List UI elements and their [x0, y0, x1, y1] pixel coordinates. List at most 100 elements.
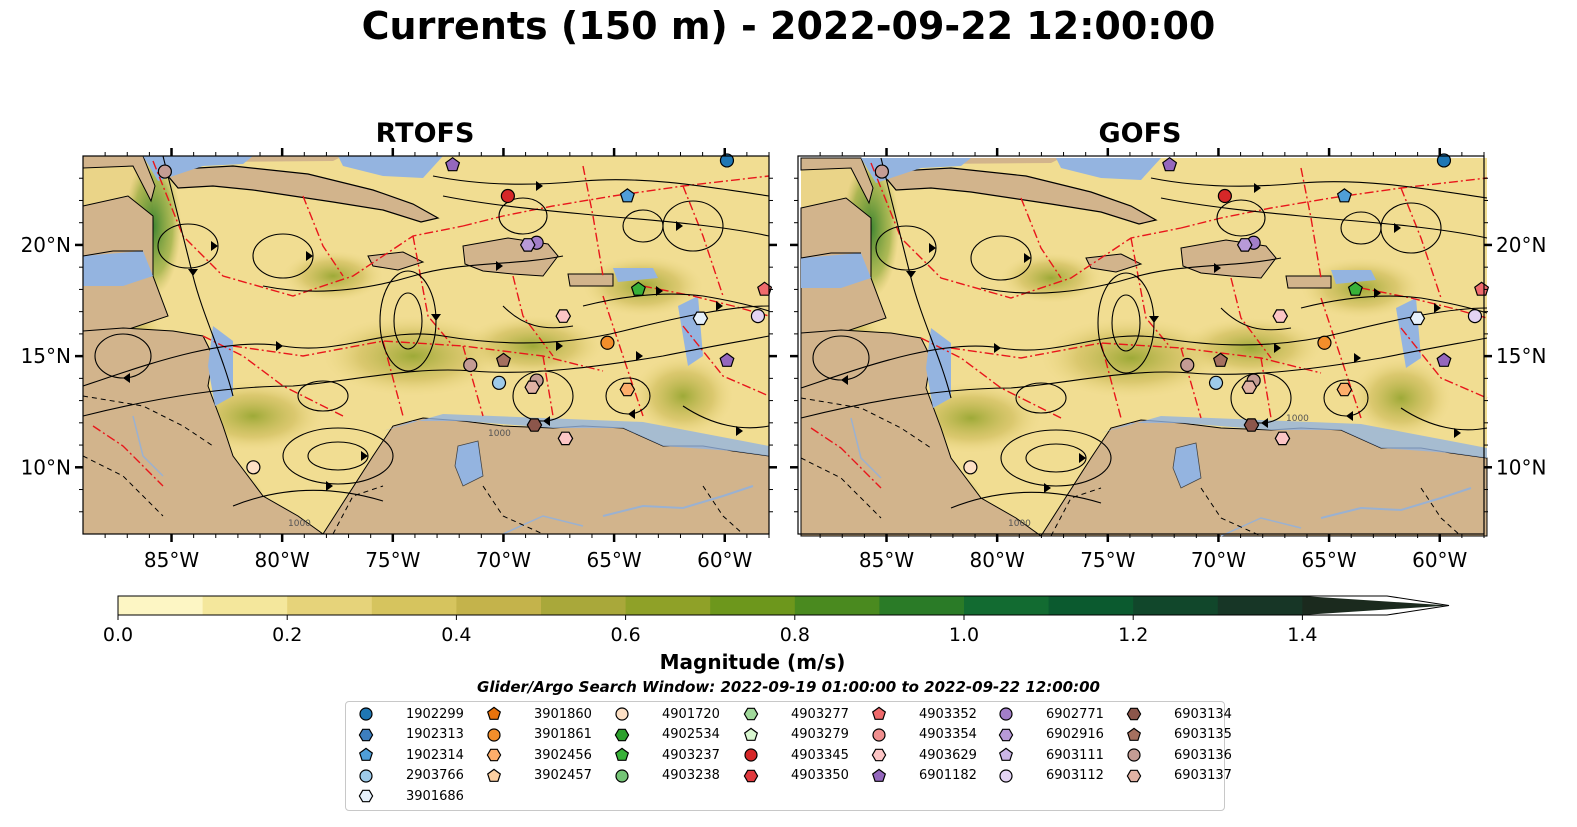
hexagon-marker-icon [743, 769, 759, 783]
legend-label: 6903136 [1174, 747, 1232, 763]
colorbar-segment [879, 596, 965, 615]
pentagon-marker-icon [743, 727, 759, 741]
legend-marker [871, 748, 887, 762]
colorbar-tick-label: 1.4 [1287, 624, 1317, 643]
hexagon-marker-icon [486, 748, 502, 762]
colorbar-segment [1133, 596, 1219, 615]
legend-marker [1126, 727, 1142, 741]
colorbar-segment [118, 596, 204, 615]
colorbar-tick-label: 1.2 [1118, 624, 1148, 643]
lon-tick-label: 80°W [255, 548, 310, 572]
pentagon-marker-icon [486, 706, 502, 720]
legend-marker [486, 748, 502, 762]
legend-item: 4903629 [871, 745, 977, 765]
search-window-caption: Glider/Argo Search Window: 2022-09-19 01… [477, 678, 1100, 696]
legend-label: 4903354 [919, 727, 977, 743]
legend-marker [744, 748, 758, 762]
legend-item: 6903111 [998, 745, 1104, 765]
legend-marker [487, 727, 501, 742]
colorbar: 0.0 0.2 0.4 0.6 0.8 1.0 1.2 1.4 [103, 595, 1450, 643]
legend-marker [359, 769, 373, 783]
colorbar-segment [710, 596, 796, 615]
float-marker-4903345 [500, 188, 515, 204]
colorbar-segment [202, 596, 288, 615]
hexagon-marker-icon [614, 728, 630, 741]
legend-item: 4903354 [871, 725, 977, 745]
colorbar-segment [287, 596, 373, 615]
float-marker-4903237 [630, 281, 646, 296]
colorbar-tick-label: 0.4 [441, 624, 471, 643]
float-marker-6903136 [1180, 357, 1195, 373]
legend-label: 4903237 [662, 747, 720, 763]
float-marker-6901182 [1436, 352, 1452, 367]
legend-item: 4903237 [614, 745, 720, 765]
float-marker-6901182 [445, 156, 461, 172]
legend-marker [358, 747, 374, 762]
circle-marker-icon [1127, 748, 1141, 762]
legend-item: 4901720 [614, 704, 720, 724]
legend-item: 6903135 [1126, 725, 1232, 745]
legend-marker [1126, 707, 1142, 721]
colorbar-label: Magnitude (m/s) [659, 650, 846, 674]
legend-marker [871, 706, 887, 720]
circle-marker-icon [999, 707, 1013, 721]
legend-item: 4903238 [614, 766, 720, 786]
colorbar-tick-label: 0.0 [103, 624, 133, 643]
contour-label: 1000 [1286, 414, 1309, 424]
panel-title-gofs: GOFS [1098, 118, 1182, 149]
lon-tick-label: 70°W [1191, 548, 1246, 572]
float-marker-3902456 [1336, 382, 1353, 397]
float-marker-6901182 [719, 352, 735, 367]
lon-tick-label: 85°W [144, 548, 199, 572]
float-marker-1902314 [1336, 188, 1352, 203]
legend-item: 6903134 [1126, 704, 1232, 724]
lon-tick-label: 60°W [1412, 548, 1467, 572]
circle-marker-icon [359, 769, 373, 783]
float-marker-6903136 [874, 164, 889, 179]
map-axes: 85°W 80°W 75°W 70°W 65°W 60°W 20°N 15°N 10°N 85°W… [21, 148, 1546, 572]
colorbar-extend-arrow [1302, 596, 1449, 615]
float-marker-6903135 [1212, 352, 1229, 367]
pentagon-marker-icon [358, 747, 374, 762]
hexagon-marker-icon [871, 748, 887, 762]
pentagon-marker-icon [871, 768, 887, 782]
legend-item: 1902313 [358, 725, 464, 745]
legend-label: 3901860 [534, 706, 592, 722]
lon-tick-label: 75°W [365, 548, 420, 572]
hexagon-marker-icon [743, 707, 759, 721]
circle-marker-icon [999, 769, 1013, 783]
colorbar-tick-label: 0.6 [610, 624, 640, 643]
circle-marker-icon [615, 769, 629, 783]
float-marker-1902299 [719, 153, 735, 168]
lon-tick-label: 65°W [1301, 548, 1356, 572]
legend-label: 6902916 [1046, 727, 1104, 743]
legend-item: 3902457 [486, 766, 592, 786]
legend-label: 1902299 [406, 706, 464, 722]
hexagon-marker-icon [358, 790, 374, 803]
legend-item: 4903277 [743, 704, 849, 724]
float-marker-4903237 [1347, 281, 1363, 296]
colorbar-segment [456, 596, 542, 615]
float-marker-6903134 [526, 418, 543, 432]
float-marker-3901686 [692, 311, 709, 326]
legend-marker [872, 727, 886, 742]
pentagon-marker-icon [614, 747, 630, 762]
legend-marker [1127, 748, 1141, 762]
legend-marker [614, 747, 630, 762]
float-marker-4903352 [757, 281, 773, 296]
legend-marker [615, 707, 629, 721]
legend-item: 1902314 [358, 745, 464, 765]
legend-label: 6903112 [1046, 768, 1104, 784]
float-marker-4901720 [963, 460, 978, 475]
hexagon-marker-icon [998, 728, 1014, 741]
circle-marker-icon [744, 748, 758, 762]
float-marker-1902299 [1436, 153, 1452, 168]
float-marker-4903345 [1217, 188, 1232, 204]
colorbar-segment [625, 596, 711, 615]
float-markers [874, 153, 1490, 475]
float-marker-6903137 [524, 380, 541, 394]
lon-tick-label: 85°W [859, 548, 914, 572]
hexagon-marker-icon [1126, 707, 1142, 721]
float-marker-6903134 [1243, 418, 1260, 432]
legend-label: 4903345 [791, 747, 849, 763]
